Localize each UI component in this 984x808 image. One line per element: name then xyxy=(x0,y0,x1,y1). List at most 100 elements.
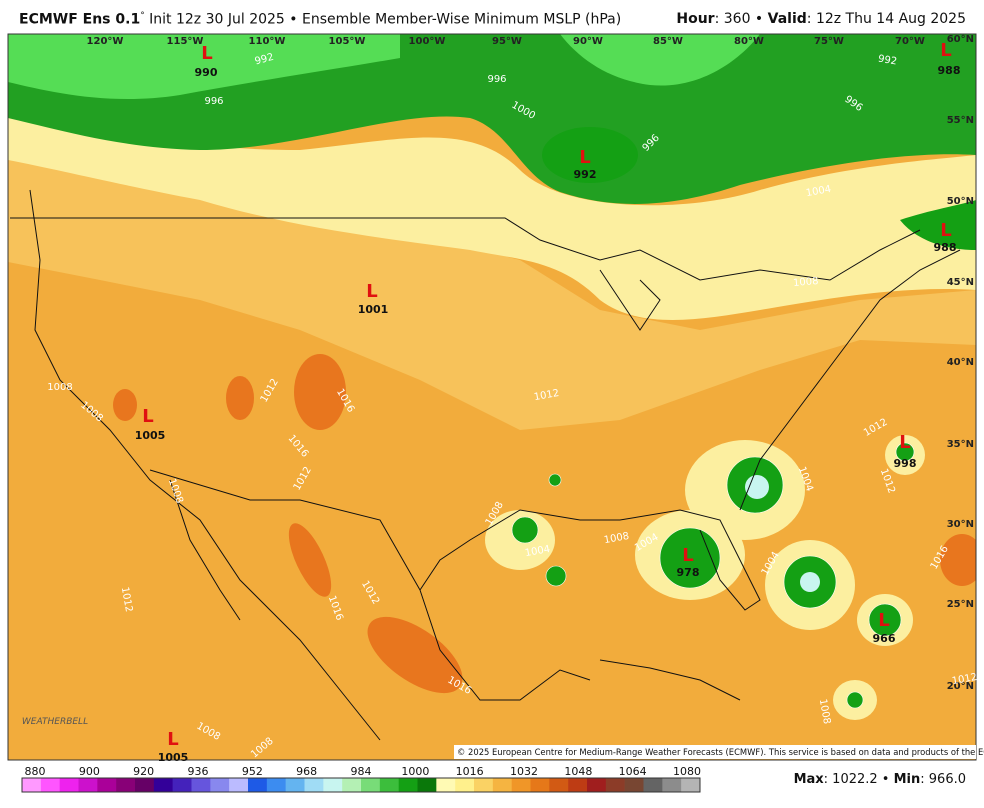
colorbar-label: 880 xyxy=(25,765,46,778)
colorbar-cell xyxy=(78,778,98,792)
colorbar-cell xyxy=(662,778,682,792)
low-pressure: 978 xyxy=(677,566,700,579)
contour-label: 1008 xyxy=(603,531,630,546)
low-pressure: 966 xyxy=(873,632,896,645)
longitude-label: 105°W xyxy=(329,36,366,47)
colorbar-label: 952 xyxy=(242,765,263,778)
degree: ° xyxy=(140,11,145,21)
low-symbol: L xyxy=(940,220,951,241)
colorbar-cell xyxy=(436,778,456,792)
colorbar-cell xyxy=(285,778,305,792)
contour-label: 1008 xyxy=(47,382,72,393)
low-core xyxy=(846,691,864,709)
low-pressure: 988 xyxy=(938,64,961,77)
copyright: © 2025 European Centre for Medium-Range … xyxy=(454,745,984,759)
colorbar-cell xyxy=(116,778,136,792)
pressure-zone xyxy=(226,376,254,420)
contour-label: 1012 xyxy=(951,672,978,687)
latitude-label: 60°N xyxy=(947,34,974,45)
latitude-label: 55°N xyxy=(947,115,974,126)
pressure-zone xyxy=(288,523,332,597)
colorbar-label: 1064 xyxy=(619,765,647,778)
colorbar-cell xyxy=(492,778,512,792)
low-symbol: L xyxy=(940,40,951,61)
colorbar-label: 1016 xyxy=(456,765,484,778)
longitude-label: 85°W xyxy=(653,36,683,47)
longitude-label: 100°W xyxy=(409,36,446,47)
colorbar-label: 1048 xyxy=(564,765,592,778)
map-frame xyxy=(7,33,977,761)
colorbar-label: 1032 xyxy=(510,765,538,778)
latitude-label: 30°N xyxy=(947,519,974,530)
longitude-label: 70°W xyxy=(895,36,925,47)
contour-label: 996 xyxy=(487,74,506,85)
map-labels: 120°W 115°W 110°W 105°W 100°W 95°W 90°W 85°W 80°… xyxy=(47,34,978,764)
low-symbol: L xyxy=(142,406,153,427)
valid-value: : 12z Thu 14 Aug 2025 xyxy=(806,11,966,27)
colorbar-label: 984 xyxy=(351,765,372,778)
contour-label: 1008 xyxy=(817,698,832,725)
longitude-label: 115°W xyxy=(167,36,204,47)
low-core xyxy=(868,603,902,637)
min-label: Min xyxy=(893,772,921,787)
colorbar: 880 900 920 936 952 968 984 1000 1016 1032 1048 106… xyxy=(21,765,701,793)
coastline xyxy=(419,509,761,611)
colorbar-cell xyxy=(587,778,607,792)
coastlines xyxy=(10,189,961,741)
latitude-label: 35°N xyxy=(947,439,974,450)
low-pressure: 992 xyxy=(574,168,597,181)
low-symbol: L xyxy=(201,43,212,64)
latitude-label: 25°N xyxy=(947,599,974,610)
low-symbol: L xyxy=(878,610,889,631)
latitude-label: 50°N xyxy=(947,196,974,207)
low-pressure: 990 xyxy=(195,66,218,79)
min-value: : 966.0 xyxy=(920,772,966,787)
colorbar-cell xyxy=(474,778,494,792)
low-symbol: L xyxy=(366,281,377,302)
low-symbol: L xyxy=(167,729,178,750)
coastline xyxy=(29,189,381,741)
low-pressure: 988 xyxy=(934,241,957,254)
pressure-zone xyxy=(8,110,976,320)
colorbar-label: 968 xyxy=(296,765,317,778)
pressure-zone xyxy=(900,200,976,250)
coastline xyxy=(419,589,591,701)
colorbar-label: 1080 xyxy=(673,765,701,778)
colorbar-cell xyxy=(379,778,399,792)
contour-label: 1012 xyxy=(119,586,134,613)
contour-label: 992 xyxy=(254,52,275,68)
colorbar-cell xyxy=(605,778,625,792)
colorbar-cell xyxy=(191,778,211,792)
colorbar-cell xyxy=(97,778,117,792)
longitude-label: 90°W xyxy=(573,36,603,47)
header-right: Hour: 360 • Valid: 12z Thu 14 Aug 2025 xyxy=(676,11,966,27)
colorbar-cell xyxy=(511,778,531,792)
low-eye xyxy=(800,572,820,592)
colorbar-cell xyxy=(624,778,644,792)
valid-label: Valid xyxy=(767,11,807,27)
hour-value: : 360 • xyxy=(714,11,768,27)
colorbar-cell xyxy=(568,778,588,792)
colorbar-label: 900 xyxy=(79,765,100,778)
contour-label: 1008 xyxy=(793,276,819,289)
lake xyxy=(599,269,661,331)
max-label: Max xyxy=(793,772,824,787)
contour-label: 1004 xyxy=(524,544,551,559)
low-symbol: L xyxy=(579,147,590,168)
low-pressure: 1005 xyxy=(135,429,166,442)
pressure-zone xyxy=(8,160,976,430)
colorbar-cell xyxy=(210,778,230,792)
low-pressure: 1005 xyxy=(158,751,189,764)
colorbar-cell xyxy=(229,778,249,792)
colorbar-cell xyxy=(361,778,381,792)
low-symbol: L xyxy=(899,432,910,453)
pressure-zone xyxy=(367,616,463,694)
coastline xyxy=(169,479,241,621)
contour-label: 1012 xyxy=(533,388,560,403)
colorbar-cell xyxy=(681,778,701,792)
pressure-zone xyxy=(294,354,346,430)
low-core xyxy=(895,442,915,462)
